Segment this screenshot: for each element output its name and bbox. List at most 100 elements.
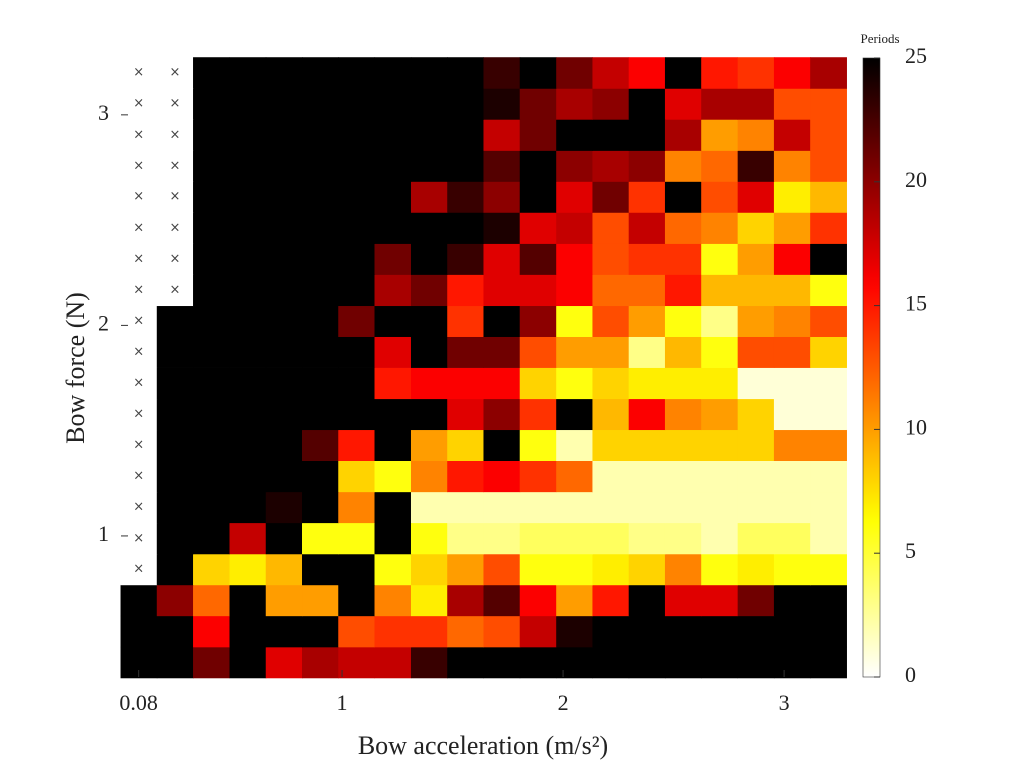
cell <box>664 522 702 555</box>
cell <box>664 615 702 648</box>
cell <box>156 522 194 555</box>
cell <box>265 491 303 524</box>
cell <box>447 57 485 89</box>
cell <box>737 274 775 307</box>
cell <box>628 150 666 182</box>
nan-marker: × <box>133 96 144 111</box>
cell <box>265 274 303 307</box>
cell <box>810 119 847 151</box>
cell <box>193 274 230 307</box>
cell <box>737 336 775 368</box>
empty-cell <box>120 491 158 524</box>
cell <box>628 336 666 368</box>
cell <box>229 646 267 679</box>
empty-cell <box>120 181 158 213</box>
cell <box>374 305 412 337</box>
nan-marker: × <box>169 189 180 204</box>
cell <box>483 243 521 275</box>
empty-cell <box>120 57 158 89</box>
cell <box>773 305 811 337</box>
cell <box>556 460 593 493</box>
cell <box>773 57 811 89</box>
empty-cell <box>156 181 194 213</box>
cell <box>810 243 847 275</box>
empty-cell <box>120 150 158 182</box>
cell <box>229 491 267 524</box>
cell <box>628 460 666 493</box>
cell <box>810 150 847 182</box>
cell <box>302 305 339 337</box>
cell <box>447 88 485 120</box>
cell <box>265 305 303 337</box>
cell <box>229 553 267 586</box>
cell <box>338 646 376 679</box>
cell <box>592 491 630 524</box>
cell <box>664 336 702 368</box>
cell <box>810 615 847 648</box>
cell <box>628 584 666 617</box>
cell <box>338 88 376 120</box>
cell <box>592 367 630 400</box>
cell <box>410 367 448 400</box>
cell <box>773 522 811 555</box>
cell <box>265 584 303 617</box>
empty-cell <box>120 398 158 431</box>
cell <box>664 57 702 89</box>
cell <box>447 119 485 151</box>
cell <box>229 336 267 368</box>
x-axis-label: Bow acceleration (m/s²) <box>358 731 608 760</box>
cell <box>374 336 412 368</box>
cell <box>410 57 448 89</box>
cell <box>193 398 230 431</box>
cell <box>556 150 593 182</box>
cell <box>737 646 775 679</box>
cell <box>338 615 376 648</box>
nan-marker: × <box>169 220 180 235</box>
empty-cell <box>120 119 158 151</box>
cell <box>193 522 230 555</box>
colorbar-tick-label: 10 <box>905 414 927 439</box>
cell <box>701 460 738 493</box>
cell <box>664 367 702 400</box>
cell <box>701 57 738 89</box>
cell <box>628 305 666 337</box>
cell <box>773 429 811 461</box>
cell <box>519 181 557 213</box>
cell <box>737 398 775 431</box>
cell <box>374 150 412 182</box>
cell <box>519 305 557 337</box>
cell <box>701 584 738 617</box>
cell <box>556 584 593 617</box>
cell <box>701 367 738 400</box>
cell <box>556 212 593 244</box>
cell <box>664 88 702 120</box>
cell <box>701 212 738 244</box>
cell <box>120 584 158 617</box>
cell <box>773 243 811 275</box>
cell <box>519 88 557 120</box>
cell <box>229 243 267 275</box>
nan-marker: × <box>133 344 144 359</box>
cell <box>810 367 847 400</box>
cell <box>265 460 303 493</box>
cell <box>229 367 267 400</box>
cell <box>628 57 666 89</box>
cell <box>229 88 267 120</box>
cell <box>810 460 847 493</box>
cell <box>447 398 485 431</box>
cell <box>229 522 267 555</box>
cell <box>519 646 557 679</box>
cell <box>265 88 303 120</box>
cell <box>229 212 267 244</box>
cell <box>592 553 630 586</box>
cell <box>519 522 557 555</box>
cell <box>302 336 339 368</box>
cell <box>483 615 521 648</box>
cell <box>302 553 339 586</box>
cell <box>302 88 339 120</box>
cell <box>592 429 630 461</box>
cell <box>265 57 303 89</box>
cell <box>302 181 339 213</box>
cell <box>338 274 376 307</box>
empty-cell <box>120 336 158 368</box>
